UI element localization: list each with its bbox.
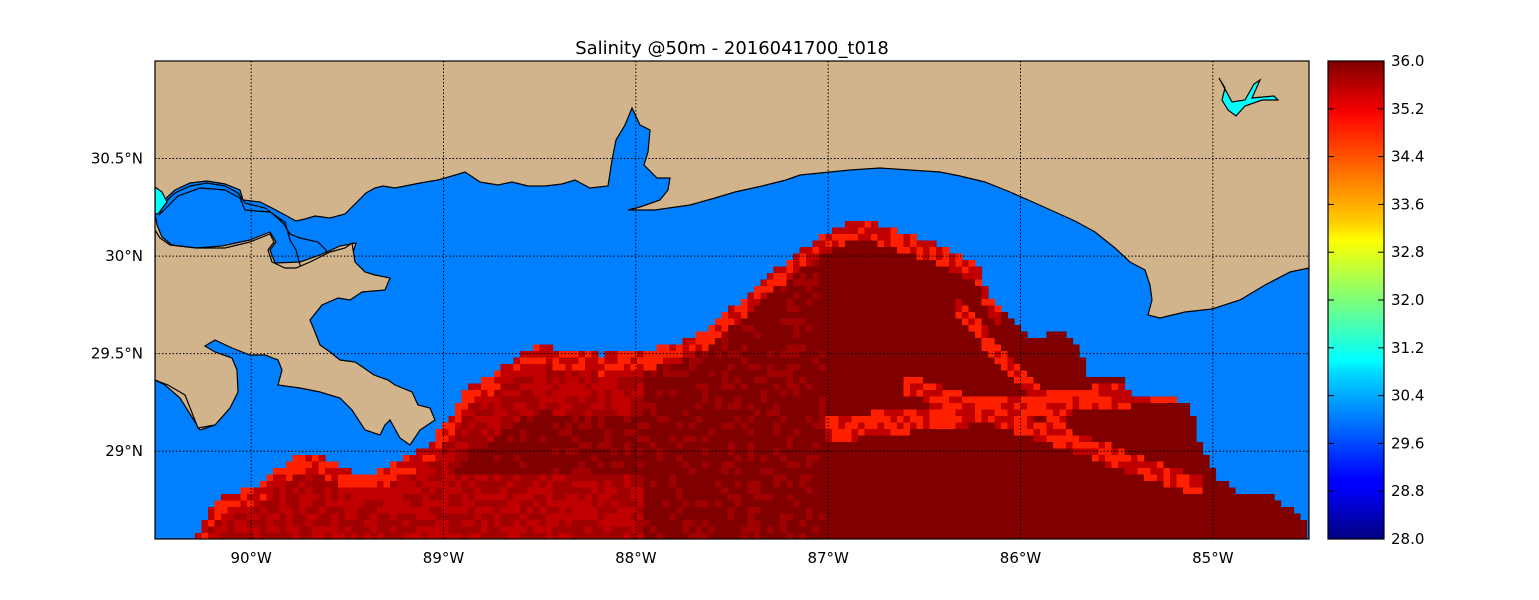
colorbar-tick-label: 32.0 [1391, 291, 1424, 309]
colorbar-tick-label: 32.8 [1391, 243, 1424, 261]
latitude-tick-label: 29.5°N [91, 345, 143, 363]
longitude-tick-label: 88°W [615, 549, 657, 567]
colorbar-tick-label: 28.0 [1391, 530, 1424, 548]
plot-frame [154, 60, 1310, 540]
colorbar-tick-label: 28.8 [1391, 482, 1424, 500]
lake-pontchartrain [158, 182, 329, 281]
latitude-tick-label: 30.5°N [91, 150, 143, 168]
graticule [155, 61, 1309, 539]
colorbar-tick-label: 33.6 [1391, 195, 1424, 213]
longitude-tick-label: 86°W [1000, 549, 1042, 567]
map-plot-area [155, 61, 1309, 539]
colorbar-tick-label: 31.2 [1391, 339, 1424, 357]
inland-lake-east [1218, 77, 1280, 117]
longitude-tick-label: 85°W [1192, 549, 1234, 567]
latitude-labels: 30.5°N 30°N 29.5°N 29°N [91, 150, 143, 461]
longitude-tick-label: 90°W [230, 549, 272, 567]
mississippi-delta [155, 228, 436, 446]
salinity-field [195, 221, 1308, 539]
colorbar [1327, 60, 1385, 540]
colorbar-tick-label: 30.4 [1391, 387, 1424, 405]
colorbar-tick-label: 35.2 [1391, 100, 1424, 118]
colorbar-tick-label: 36.0 [1391, 52, 1424, 70]
latitude-tick-label: 30°N [105, 247, 143, 265]
map-title: Salinity @50m - 2016041700_t018 [575, 38, 889, 59]
colorbar-ticks: 36.0 35.2 34.4 33.6 32.8 32.0 31.2 30.4 29.6 28.8… [1328, 52, 1424, 548]
latitude-tick-label: 29°N [105, 442, 143, 460]
colorbar-tick-label: 34.4 [1391, 148, 1424, 166]
lake-maurepas [155, 186, 168, 215]
longitude-labels: 90°W 89°W 88°W 87°W 86°W 85°W [230, 549, 1233, 567]
longitude-tick-label: 89°W [423, 549, 465, 567]
colorbar-tick-label: 29.6 [1391, 434, 1424, 452]
longitude-tick-label: 87°W [807, 549, 849, 567]
